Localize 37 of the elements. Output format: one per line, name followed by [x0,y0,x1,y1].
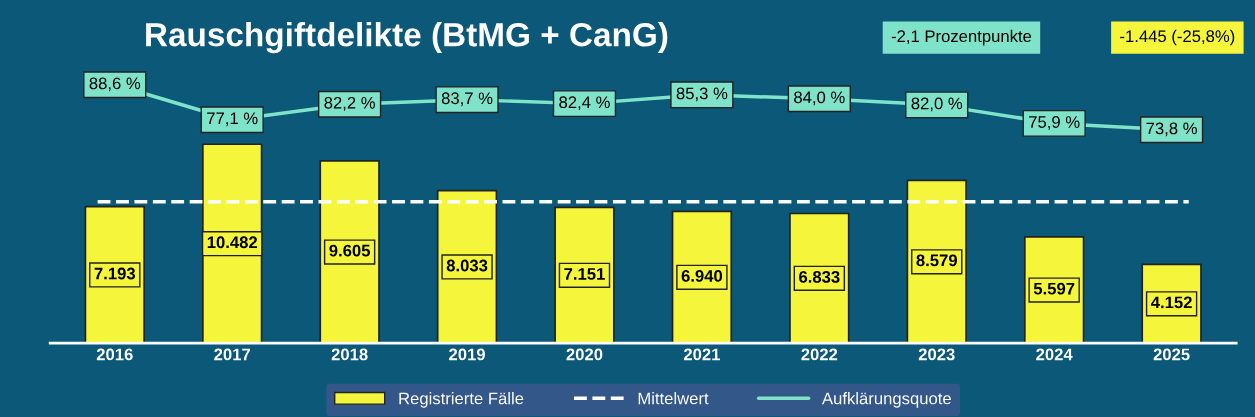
bar [319,160,380,344]
data-label: 85,3 % [676,87,728,102]
data-label: 84,0 % [794,91,845,106]
data-label: 6.833 [799,271,840,283]
data-label: 7.151 [564,268,605,280]
x-tick-label: 2016 [96,348,133,361]
data-label: 82,0 % [911,97,963,112]
data-label: 75,9 % [1029,116,1080,130]
x-tick-label: 2023 [918,348,955,361]
x-tick-label: 2021 [683,348,720,361]
data-label: 7.193 [94,267,136,280]
text: -1.445 (-25,8%) [1120,29,1235,46]
x-tick-label: 2018 [331,348,368,361]
data-label: 10.482 [207,236,258,249]
data-label: 8.033 [446,259,488,272]
data-label: 9.605 [329,244,371,257]
x-tick-label: 2024 [1036,348,1073,361]
legend-label: Registrierte Fälle [399,392,524,408]
legend-label: Aufklärungsquote [822,392,951,408]
data-label: 82,2 % [324,96,375,111]
x-tick-label: 2025 [1153,348,1190,361]
chart-title: Rauschgiftdelikte (BtMG + CanG) [146,22,668,54]
text: -2,1 Prozentpunkte [891,29,1032,46]
x-tick-label: 2022 [801,348,838,361]
data-label: 5.597 [1033,282,1075,295]
x-tick-label: 2020 [566,348,603,361]
data-label: 77,1 % [207,112,258,127]
legend-label: Mittelwert [638,392,709,405]
x-tick-label: 2017 [214,348,251,361]
data-label: 8.579 [916,254,957,267]
x-tick-label: 2019 [449,348,485,361]
data-label: 82,4 % [559,96,610,111]
data-label: 83,7 % [441,92,493,107]
data-label: 6.940 [681,269,723,282]
data-label: 88,6 % [89,77,141,92]
data-label: 73,8 % [1146,122,1197,137]
data-label: 4.152 [1150,296,1192,309]
